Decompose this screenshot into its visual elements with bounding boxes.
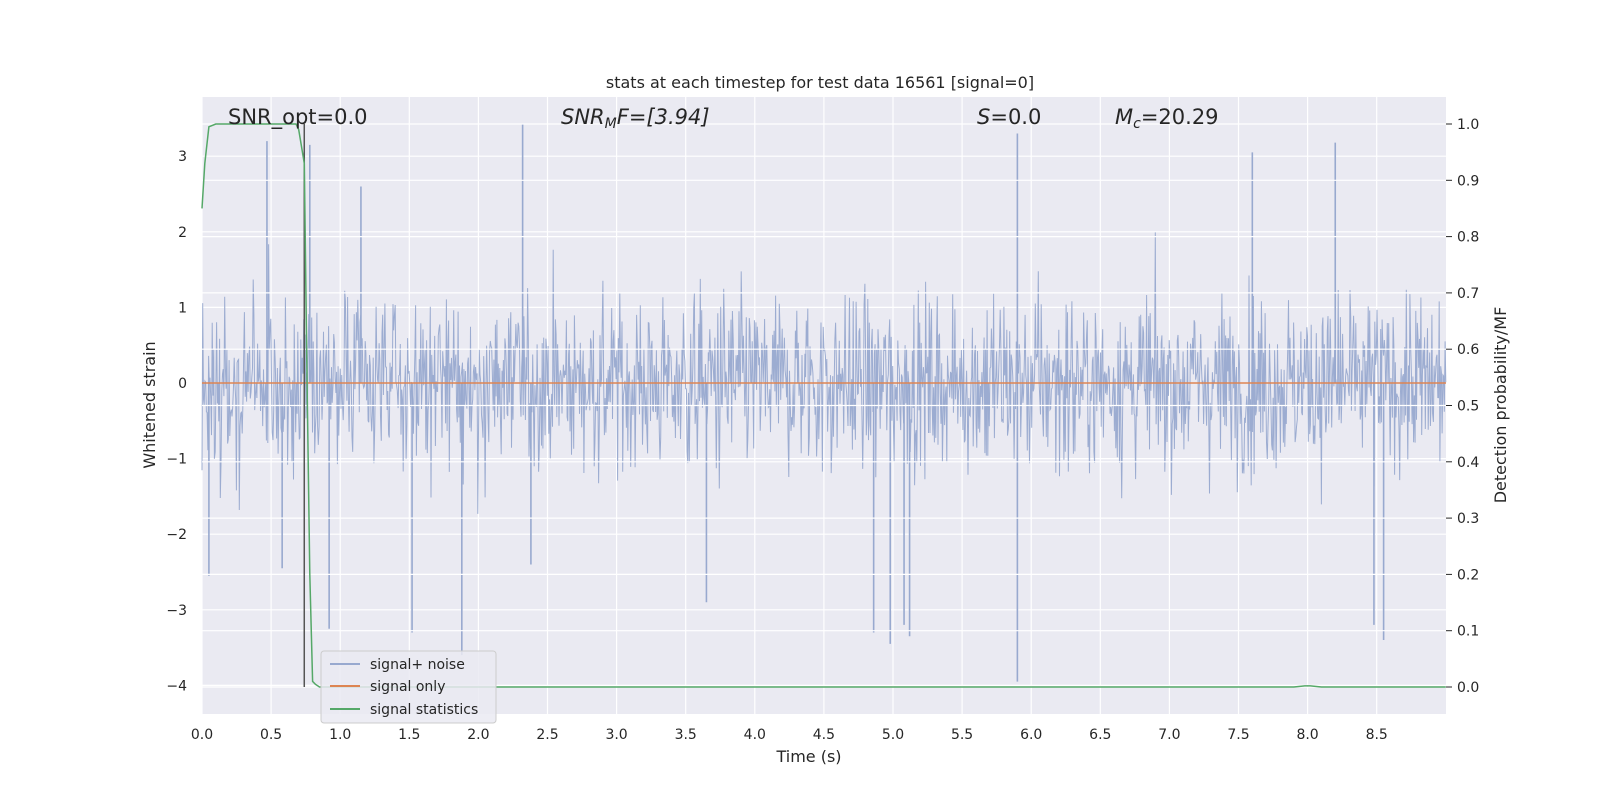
noise-trace xyxy=(201,232,1447,514)
annotation-snr-mf-rest: F=[3.94] xyxy=(617,105,710,129)
x-tick-label: 7.0 xyxy=(1158,727,1180,743)
annotation-mc: Mc=20.29 xyxy=(1115,105,1219,132)
annotation-mc-main: M xyxy=(1115,105,1133,129)
annotation-snr-mf-sub: M xyxy=(605,116,617,132)
x-tick-label: 4.0 xyxy=(744,727,766,743)
y2-tick-label: 0.1 xyxy=(1457,624,1479,640)
annotation-snr-mf: SNRMF=[3.94] xyxy=(561,105,710,132)
y2-tick-label: 0.7 xyxy=(1457,286,1479,302)
y2-tick-label: 1.0 xyxy=(1457,117,1479,133)
x-tick-label: 3.0 xyxy=(605,727,627,743)
annotation-s-rest: =0.0 xyxy=(990,105,1041,129)
x-tick-label: 5.0 xyxy=(882,727,904,743)
y-tick-label: 0 xyxy=(178,376,187,392)
x-tick-label: 6.0 xyxy=(1020,727,1042,743)
series-signal-noise xyxy=(201,124,1447,682)
legend: signal+ noise signal only signal statist… xyxy=(320,650,497,724)
y2-axis-ticks: 1.0 0.9 0.8 0.7 0.6 0.5 0.4 0.3 0.2 0.1 0.0 xyxy=(1446,117,1479,696)
y2-axis-label: Detection probability/MF xyxy=(1491,307,1510,504)
x-tick-label: 2.5 xyxy=(536,727,558,743)
x-tick-label: 6.5 xyxy=(1089,727,1111,743)
annotation-s-main: S xyxy=(977,105,990,129)
x-tick-label: 1.0 xyxy=(329,727,351,743)
y-tick-label: −3 xyxy=(166,603,187,619)
x-tick-label: 3.5 xyxy=(675,727,697,743)
x-tick-label: 0.0 xyxy=(191,727,213,743)
x-tick-label: 5.5 xyxy=(951,727,973,743)
annotation-mc-sub: c xyxy=(1133,116,1141,132)
annotation-s: S=0.0 xyxy=(977,105,1041,129)
x-axis-ticks: 0.0 0.5 1.0 1.5 2.0 2.5 3.0 3.5 4.0 4.5 5.0 5.5 6.0 6… xyxy=(191,727,1388,743)
y-tick-label: 1 xyxy=(178,300,187,316)
y-tick-label: −2 xyxy=(166,527,187,543)
annotation-mc-rest: =20.29 xyxy=(1141,105,1219,129)
x-tick-label: 2.0 xyxy=(467,727,489,743)
y2-tick-label: 0.6 xyxy=(1457,342,1479,358)
chart-title: stats at each timestep for test data 165… xyxy=(606,73,1034,92)
y-axis-ticks: 3 2 1 0 −1 −2 −3 −4 xyxy=(166,149,187,694)
y-tick-label: 2 xyxy=(178,225,187,241)
legend-label-signal-statistics: signal statistics xyxy=(370,702,478,718)
x-tick-label: 7.5 xyxy=(1227,727,1249,743)
x-axis-label: Time (s) xyxy=(775,747,841,766)
y2-tick-label: 0.3 xyxy=(1457,511,1479,527)
y2-tick-label: 0.9 xyxy=(1457,173,1479,189)
x-tick-label: 4.5 xyxy=(813,727,835,743)
legend-label-signal-noise: signal+ noise xyxy=(370,657,465,673)
y2-tick-label: 0.0 xyxy=(1457,680,1479,696)
annotation-snr-opt: SNR_opt=0.0 xyxy=(228,105,368,130)
annotation-snr-mf-main: SNR xyxy=(561,105,605,129)
y2-tick-label: 0.4 xyxy=(1457,455,1479,471)
y-tick-label: 3 xyxy=(178,149,187,165)
y-axis-label: Whitened strain xyxy=(140,341,159,468)
legend-box xyxy=(320,650,497,724)
x-tick-label: 8.0 xyxy=(1296,727,1318,743)
y2-tick-label: 0.8 xyxy=(1457,230,1479,246)
series-signal-statistics xyxy=(201,123,1446,688)
x-tick-label: 8.5 xyxy=(1366,727,1388,743)
x-tick-label: 1.5 xyxy=(398,727,420,743)
legend-label-signal-only: signal only xyxy=(370,679,445,695)
y2-tick-label: 0.2 xyxy=(1457,567,1479,583)
y-tick-label: −4 xyxy=(166,678,187,694)
x-tick-label: 0.5 xyxy=(260,727,282,743)
y2-tick-label: 0.5 xyxy=(1457,399,1479,415)
y-tick-label: −1 xyxy=(166,452,187,468)
